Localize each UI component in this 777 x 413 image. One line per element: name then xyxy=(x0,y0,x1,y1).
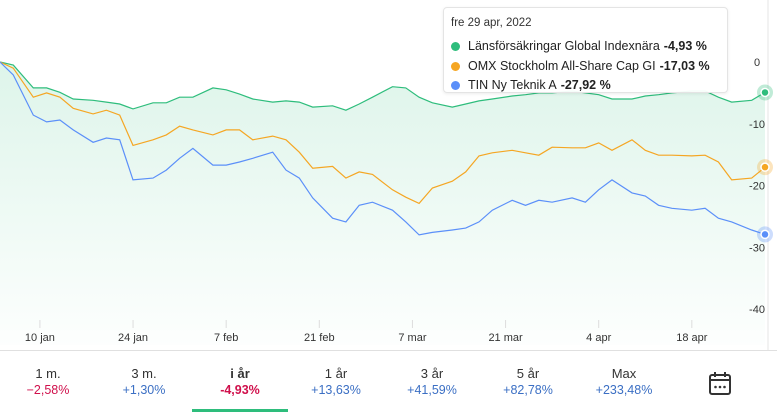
period-1m[interactable]: 1 m. −2,58% xyxy=(0,351,96,413)
period-return: +13,63% xyxy=(311,383,361,397)
tooltip-series-name: TIN Ny Teknik A xyxy=(468,78,557,92)
period-5y[interactable]: 5 år +82,78% xyxy=(480,351,576,413)
x-tick-label: 10 jan xyxy=(25,332,55,344)
period-return: +1,30% xyxy=(122,383,166,397)
period-selector: 1 m. −2,58% 3 m. +1,30% i år -4,93% 1 år… xyxy=(0,351,777,413)
period-return: -4,93% xyxy=(220,383,260,397)
period-label: 1 år xyxy=(324,366,348,381)
tooltip-row-tin: TIN Ny Teknik A -27,92 % xyxy=(451,78,611,92)
x-tick-label: 7 mar xyxy=(398,332,426,344)
calendar-icon[interactable] xyxy=(707,370,733,396)
y-tick-label: -20 xyxy=(749,181,765,193)
series-area-0 xyxy=(0,62,765,345)
y-tick-label: 0 xyxy=(754,57,760,69)
x-tick-label: 24 jan xyxy=(118,332,148,344)
period-return: +82,78% xyxy=(503,383,553,397)
tooltip-date: fre 29 apr, 2022 xyxy=(451,17,532,29)
active-tab-indicator xyxy=(192,409,288,412)
period-3y[interactable]: 3 år +41,59% xyxy=(384,351,480,413)
series-dot-icon xyxy=(451,41,460,51)
x-tick-label: 21 feb xyxy=(304,332,335,344)
period-label: 3 år xyxy=(420,366,444,381)
endpoint-marker-0 xyxy=(760,87,770,98)
series-line-2 xyxy=(0,61,766,236)
period-max[interactable]: Max +233,48% xyxy=(576,351,672,413)
divider xyxy=(0,350,777,351)
endpoint-marker-2 xyxy=(760,229,770,240)
performance-chart[interactable]: 0 -10 -20 -30 -40 10 jan 24 jan 7 feb 21 feb 7 m… xyxy=(0,0,777,350)
period-1y[interactable]: 1 år +13,63% xyxy=(288,351,384,413)
tooltip-series-value: -17,03 % xyxy=(659,59,710,73)
x-tick-label: 18 apr xyxy=(676,332,708,344)
y-tick-label: -40 xyxy=(749,304,765,316)
endpoint-marker-1 xyxy=(760,162,770,172)
period-3m[interactable]: 3 m. +1,30% xyxy=(96,351,192,413)
y-tick-label: -30 xyxy=(749,242,765,254)
period-return: −2,58% xyxy=(26,383,70,397)
period-return: +41,59% xyxy=(407,383,457,397)
period-label: 3 m. xyxy=(131,366,157,381)
y-tick-label: -10 xyxy=(749,119,765,131)
x-tick-label: 21 mar xyxy=(488,332,523,344)
x-tick-label: 4 apr xyxy=(586,332,611,344)
period-label: 1 m. xyxy=(35,366,61,381)
series-dot-icon xyxy=(451,61,460,71)
tooltip-series-name: OMX Stockholm All-Share Cap GI xyxy=(468,59,656,73)
tooltip-row-lf-global: Länsförsäkringar Global Indexnära -4,93 … xyxy=(451,39,707,53)
period-return: +233,48% xyxy=(595,383,653,397)
series-line-0 xyxy=(0,61,766,111)
period-label: Max xyxy=(611,366,637,381)
tooltip-row-omx: OMX Stockholm All-Share Cap GI -17,03 % xyxy=(451,59,710,73)
x-tick-label: 7 feb xyxy=(214,332,238,344)
period-ytd[interactable]: i år -4,93% xyxy=(192,351,288,413)
tooltip-series-value: -27,92 % xyxy=(560,78,611,92)
tooltip-series-name: Länsförsäkringar Global Indexnära xyxy=(468,39,660,53)
period-label: 5 år xyxy=(516,366,540,381)
period-label: i år xyxy=(230,366,250,381)
hover-tooltip: fre 29 apr, 2022 Länsförsäkringar Global… xyxy=(443,7,728,93)
series-dot-icon xyxy=(451,80,460,90)
tooltip-series-value: -4,93 % xyxy=(663,39,707,53)
series-line-1 xyxy=(0,61,766,205)
